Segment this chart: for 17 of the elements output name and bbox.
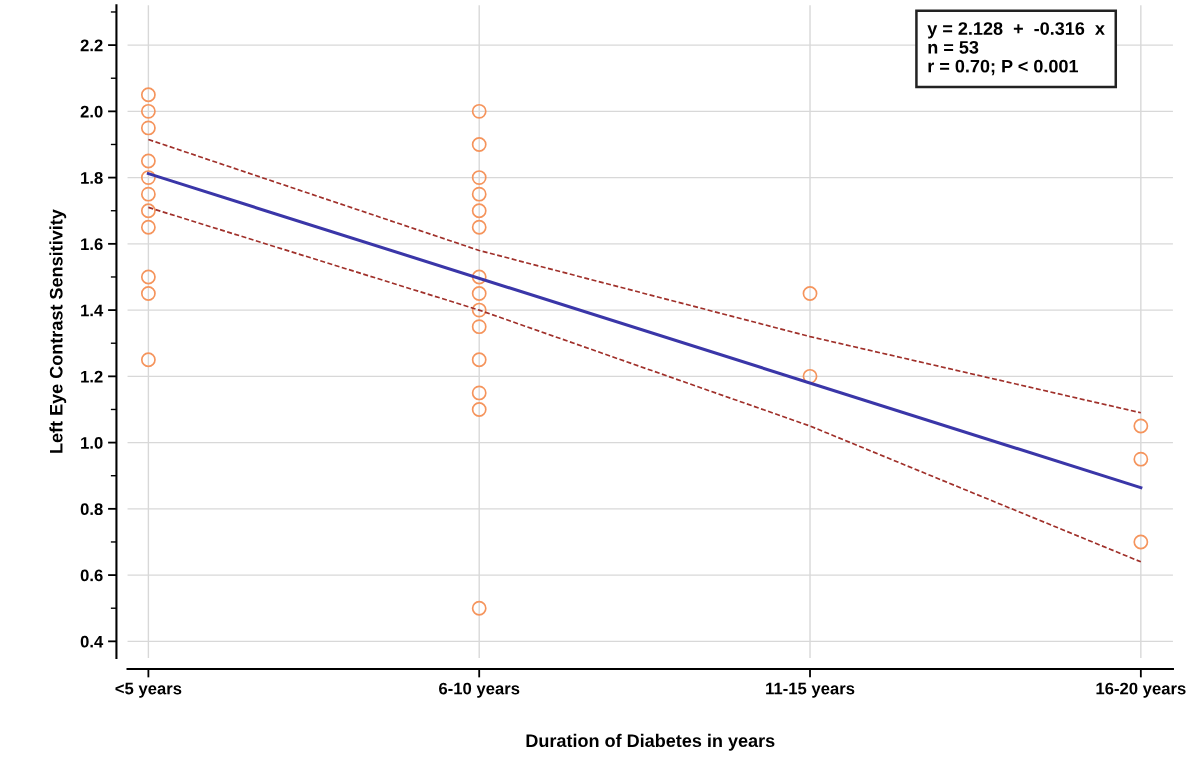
y-tick-label: 0.6 [80, 569, 103, 582]
y-tick-label: 0.4 [80, 635, 104, 648]
y-tick-label: 1.8 [81, 172, 103, 184]
y-tick-label: 0.8 [80, 503, 103, 516]
y-tick-label: 2.2 [80, 39, 103, 52]
y-tick-label: 1.0 [81, 436, 103, 449]
y-tick-label: 2.0 [80, 105, 103, 118]
annotation: y = 2.128 + -0.316 x n = 53 r = 0.70; P < 0.001 [927, 22, 1105, 76]
x-tick-label: 6-10 years [439, 682, 520, 698]
y-tick-label: 1.4 [81, 304, 104, 317]
y-tick-label: 1.6 [81, 238, 103, 251]
x-tick-label: 11-15 years [766, 682, 855, 698]
x-tick-label: 16-20 years [1096, 682, 1186, 698]
y-tick-label: 1.2 [81, 370, 103, 383]
x-axis-title: Duration of Diabetes in years [526, 733, 775, 751]
x-tick-label: <5 years [115, 682, 182, 698]
y-axis-title: Left Eye Contrast Sensitivity [49, 209, 67, 453]
